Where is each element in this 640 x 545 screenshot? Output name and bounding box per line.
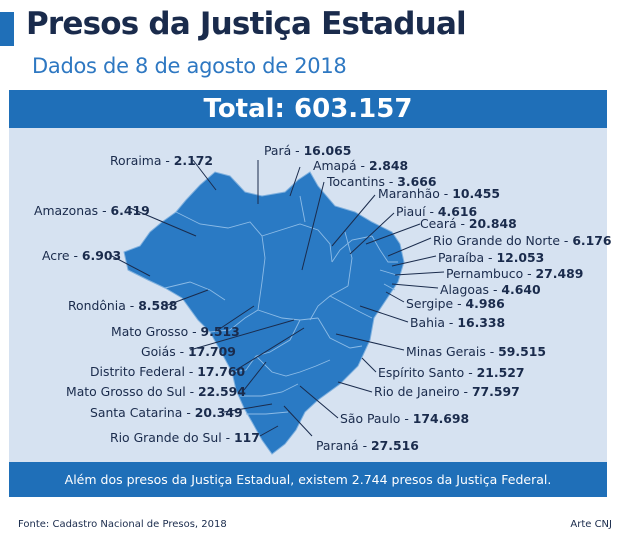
label-bahia: Bahia - 16.338: [410, 315, 506, 330]
label-amazonas: Amazonas - 6.419: [34, 203, 150, 218]
label-mato-grosso-do-sul: Mato Grosso do Sul - 22.594: [66, 384, 246, 399]
state-name: Amazonas: [34, 203, 99, 218]
state-value: 12.053: [496, 250, 545, 265]
label-goias: Goiás - 17.709: [141, 344, 236, 359]
label-distrito-federal: Distrito Federal - 17.760: [90, 364, 246, 379]
label-para: Pará - 16.065: [264, 143, 352, 158]
state-value: 6.903: [81, 248, 122, 263]
label-ceara: Ceará - 20.848: [420, 216, 517, 231]
state-name: Santa Catarina: [90, 405, 183, 420]
label-sao-paulo: São Paulo - 174.698: [340, 411, 470, 426]
state-value: 16.338: [457, 315, 506, 330]
state-value: 22.594: [198, 384, 246, 399]
state-name: Paraíba: [438, 250, 485, 265]
state-value: 6.419: [110, 203, 150, 218]
label-alagoas: Alagoas - 4.640: [440, 282, 541, 297]
state-name: Espírito Santo: [378, 365, 465, 380]
state-name: Rondônia: [68, 298, 126, 313]
state-value: 174.698: [412, 411, 470, 426]
state-value: 2.848: [368, 158, 409, 173]
state-name: Maranhão: [378, 186, 440, 201]
page-subtitle: Dados de 8 de agosto de 2018: [32, 54, 347, 78]
state-value: 9.513: [200, 324, 240, 339]
state-name: Mato Grosso do Sul: [66, 384, 186, 399]
state-name: Sergipe: [406, 296, 454, 311]
state-name: Amapá: [313, 158, 357, 173]
state-name: Bahia: [410, 315, 445, 330]
state-name: Rio Grande do Norte: [433, 233, 560, 248]
state-name: Pará: [264, 143, 292, 158]
state-name: Alagoas: [440, 282, 490, 297]
source-footer: Fonte: Cadastro Nacional de Presos, 2018: [18, 519, 227, 530]
label-minas-gerais: Minas Gerais - 59.515: [406, 344, 546, 359]
state-name: Rio de Janeiro: [374, 384, 460, 399]
label-maranhao: Maranhão - 10.455: [378, 186, 501, 201]
title-accent-bar: [0, 12, 14, 46]
label-pernambuco: Pernambuco - 27.489: [446, 266, 584, 281]
state-value: 20.848: [468, 216, 517, 231]
label-mato-grosso: Mato Grosso - 9.513: [111, 324, 240, 339]
state-name: Roraima: [110, 153, 162, 168]
state-borders: [164, 195, 401, 415]
page-title: Presos da Justiça Estadual: [26, 6, 467, 42]
state-value: 27.516: [371, 438, 419, 453]
leader-lines: [109, 159, 445, 437]
state-value: 59.515: [498, 344, 546, 359]
state-value: 2.172: [173, 153, 213, 168]
label-rio-grande-do-norte: Rio Grande do Norte - 6.176: [433, 233, 612, 248]
state-name: Acre: [42, 248, 70, 263]
state-name: Mato Grosso: [111, 324, 189, 339]
state-value: 4.986: [465, 296, 505, 311]
label-rio-de-janeiro: Rio de Janeiro - 77.597: [374, 384, 520, 399]
state-value: 17.760: [197, 364, 246, 379]
state-value: 77.597: [471, 384, 520, 399]
total-value: 603.157: [294, 94, 413, 124]
state-value: 4.640: [501, 282, 541, 297]
label-paraiba: Paraíba - 12.053: [438, 250, 545, 265]
state-value: 17.709: [188, 344, 236, 359]
state-name: Ceará: [420, 216, 457, 231]
state-value: 16.065: [303, 143, 352, 158]
state-value: 4.616: [437, 204, 478, 219]
state-name: Goiás: [141, 344, 176, 359]
label-rondonia: Rondônia - 8.588: [68, 298, 178, 313]
label-parana: Paraná - 27.516: [316, 438, 419, 453]
state-name: São Paulo: [340, 411, 401, 426]
state-name: Pernambuco: [446, 266, 524, 281]
total-label: Total:: [203, 94, 285, 124]
state-value: 10.455: [452, 186, 501, 201]
brazil-outline: [123, 171, 405, 455]
state-name: Minas Gerais: [406, 344, 486, 359]
label-rio-grande-do-sul: Rio Grande do Sul - 117: [110, 430, 260, 445]
state-name: Paraná: [316, 438, 359, 453]
label-acre: Acre - 6.903: [42, 248, 122, 263]
state-value: 117: [234, 430, 260, 445]
state-name: Tocantins: [327, 174, 385, 189]
state-value: 27.489: [535, 266, 584, 281]
state-name: Distrito Federal: [90, 364, 185, 379]
state-value: 21.527: [476, 365, 525, 380]
label-amapa: Amapá - 2.848: [313, 158, 409, 173]
state-value: 20.349: [194, 405, 243, 420]
federal-note: Além dos presos da Justiça Estadual, exi…: [9, 462, 607, 497]
label-sergipe: Sergipe - 4.986: [406, 296, 505, 311]
label-espirito-santo: Espírito Santo - 21.527: [378, 365, 525, 380]
state-value: 3.666: [397, 174, 437, 189]
label-tocantins: Tocantins - 3.666: [327, 174, 437, 189]
label-piaui: Piauí - 4.616: [396, 204, 478, 219]
label-roraima: Roraima - 2.172: [110, 153, 213, 168]
state-value: 6.176: [572, 233, 612, 248]
state-name: Rio Grande do Sul: [110, 430, 222, 445]
total-banner: Total: 603.157: [9, 90, 607, 128]
label-santa-catarina: Santa Catarina - 20.349: [90, 405, 243, 420]
state-value: 8.588: [138, 298, 178, 313]
credit-footer: Arte CNJ: [570, 519, 612, 530]
state-name: Piauí: [396, 204, 426, 219]
